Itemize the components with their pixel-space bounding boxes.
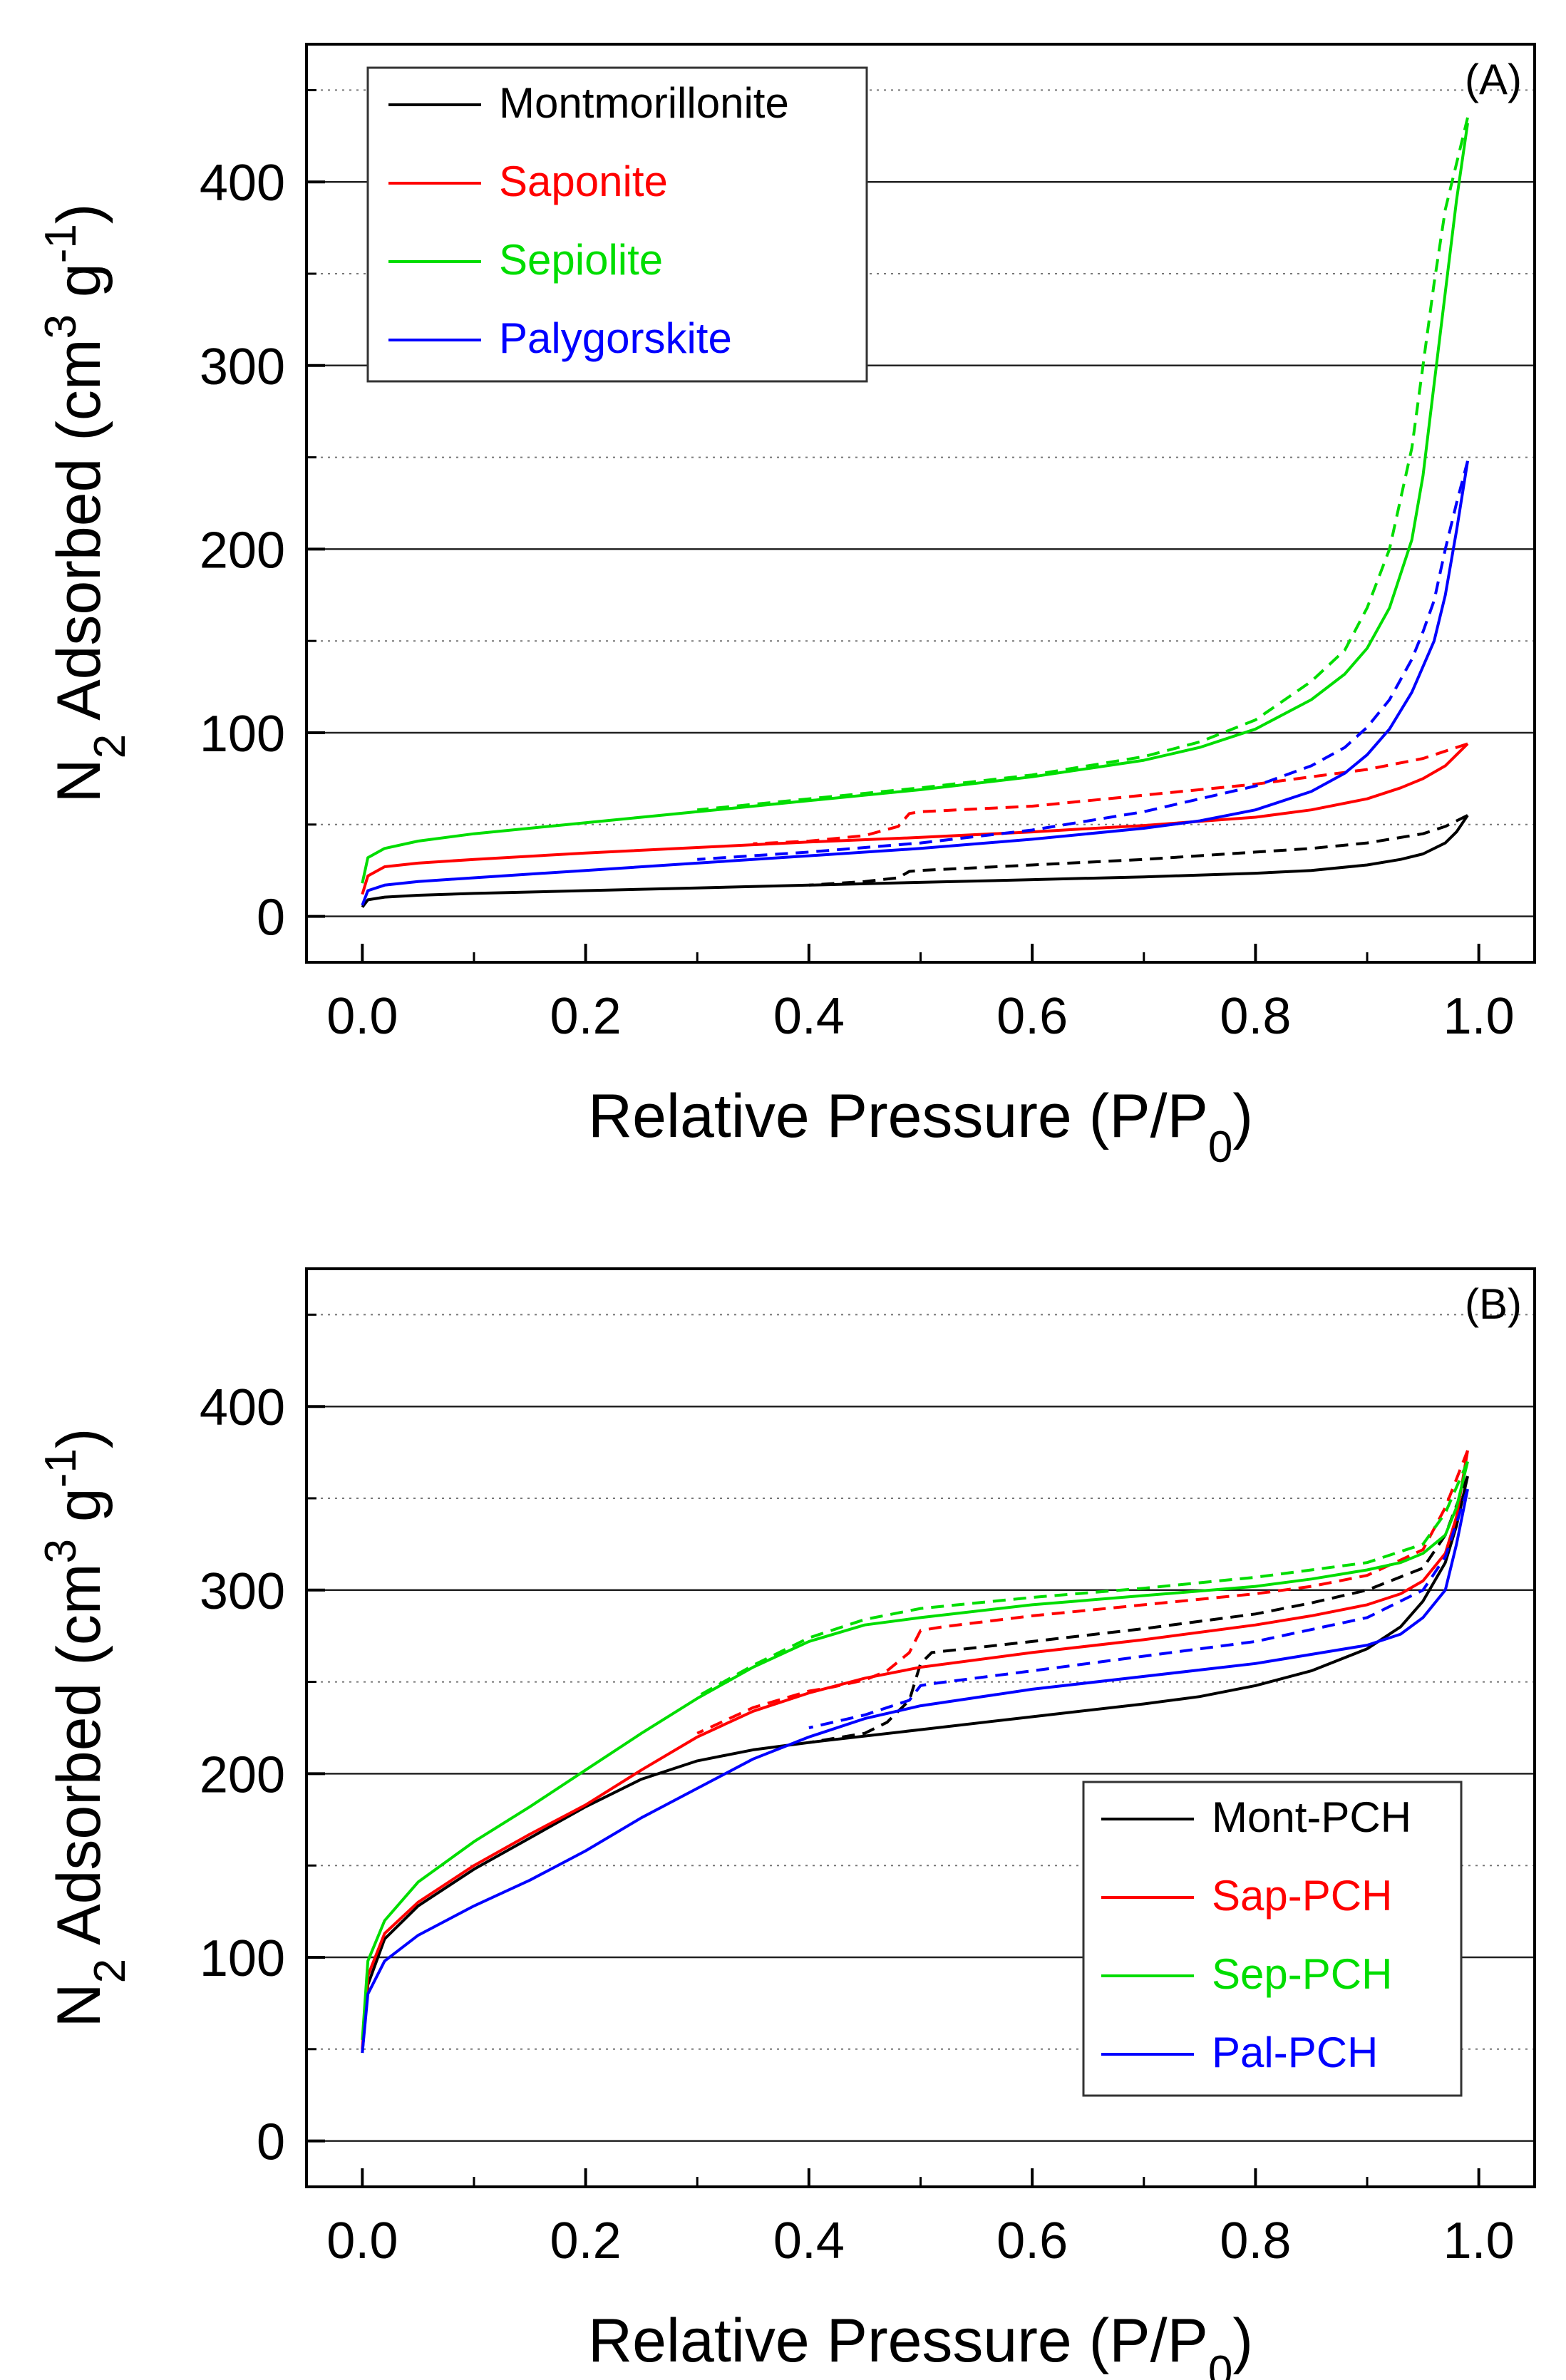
series-mont-pch-desorption (808, 1475, 1469, 1744)
panel-label: (A) (1465, 56, 1522, 103)
legend-label-sap-pch: Sap-PCH (1212, 1872, 1392, 1920)
y-axis-title-unit: Adsorbed (cm (45, 339, 113, 733)
x-tick-label: 1.0 (1443, 2212, 1515, 2270)
x-tick-label: 0.6 (996, 2212, 1068, 2270)
y-tick-label: 0 (257, 890, 285, 947)
y-axis-title-n: N (45, 758, 113, 803)
x-tick-label: 0.2 (550, 988, 622, 1045)
legend-label-sep-pch: Sep-PCH (1212, 1950, 1392, 1998)
y-axis-title-superscript-3: 3 (36, 1539, 86, 1563)
y-axis-title-superscript-neg1: -1 (36, 224, 86, 263)
x-tick-label: 0.4 (773, 2212, 845, 2270)
axis-ticks (306, 1313, 1480, 2187)
legend-label-sepiolite: Sepiolite (499, 236, 663, 284)
legend: Mont-PCH Sap-PCH Sep-PCH Pal-PCH (1082, 1781, 1463, 2097)
series-montmorillonite-desorption (808, 814, 1468, 887)
series-sep-pch-desorption (696, 1461, 1469, 1698)
series-saponite-adsorption (361, 743, 1469, 895)
gridlines (306, 1314, 1535, 2142)
y-axis-title-close: ) (45, 203, 113, 224)
y-tick-label: 200 (200, 522, 285, 579)
x-axis-title-close: ) (1232, 2307, 1253, 2375)
x-axis-title: Relative Pressure (P/P0) (588, 1082, 1253, 1172)
x-axis-title-subscript: 0 (1208, 2347, 1232, 2380)
y-tick-label: 200 (200, 1746, 285, 1803)
series-sepiolite-adsorption (361, 123, 1469, 884)
series-sepiolite-desorption (697, 117, 1469, 812)
y-axis-title-subscript: 2 (86, 1959, 135, 1983)
y-axis-title-superscript-3: 3 (36, 314, 86, 339)
series-mont-pch-adsorption (361, 1475, 1469, 2054)
y-tick-label: 100 (200, 706, 285, 763)
x-tick-label: 0.6 (996, 988, 1068, 1045)
x-axis-title-main: Relative Pressure (P/P (588, 2307, 1208, 2375)
x-axis-title: Relative Pressure (P/P0) (588, 2307, 1253, 2380)
y-axis-title-g: g (45, 1488, 113, 1539)
series-pal-pch-desorption (808, 1488, 1469, 1729)
y-tick-label: 300 (200, 1563, 285, 1620)
x-tick-label: 0.4 (773, 988, 845, 1045)
y-tick-label: 0 (257, 2114, 285, 2171)
legend-label-mont-pch: Mont-PCH (1212, 1793, 1411, 1841)
y-tick-label: 400 (200, 1379, 285, 1436)
series-montmorillonite-adsorption (361, 814, 1469, 908)
legend-label-palygorskite: Palygorskite (499, 314, 732, 362)
legend: Montmorillonite Saponite Sepiolite Palygors… (366, 66, 868, 383)
y-tick-label: 100 (200, 1930, 285, 1987)
y-axis-title: N2 Adsorbed (cm3 g-1) (36, 203, 135, 803)
x-axis-title-close: ) (1232, 1082, 1253, 1150)
x-tick-label: 0.2 (550, 2212, 622, 2270)
panel-label: (B) (1465, 1280, 1522, 1328)
y-axis-title-n: N (45, 1983, 113, 2027)
y-axis-title-close: ) (45, 1428, 113, 1448)
y-axis-title: N2 Adsorbed (cm3 g-1) (36, 1428, 135, 2027)
x-axis-title-subscript: 0 (1208, 1123, 1232, 1172)
legend-label-pal-pch: Pal-PCH (1212, 2029, 1378, 2076)
series-palygorskite-adsorption (361, 460, 1469, 906)
legend-label-montmorillonite: Montmorillonite (499, 79, 789, 127)
legend-box (1082, 1781, 1463, 2097)
series-group (361, 117, 1469, 908)
series-sap-pch-adsorption (361, 1450, 1469, 2049)
legend-box (366, 66, 868, 383)
series-pal-pch-adsorption (361, 1488, 1469, 2054)
y-axis-title-g: g (45, 263, 113, 314)
x-tick-label: 1.0 (1443, 988, 1515, 1045)
series-saponite-desorption (753, 742, 1468, 845)
chart-panel-1: 0.0 0.2 0.4 0.6 0.8 1.0 0 100 200 300 400 Relative … (36, 43, 1536, 1172)
chart-panel-2: 0.0 0.2 0.4 0.6 0.8 1.0 0 100 200 300 400 Relative … (36, 1267, 1536, 2380)
legend-label-saponite: Saponite (499, 158, 668, 205)
series-sep-pch-adsorption (361, 1461, 1469, 2041)
x-axis-title-main: Relative Pressure (P/P (588, 1082, 1208, 1150)
x-tick-label: 0.8 (1220, 988, 1291, 1045)
y-axis-title-superscript-neg1: -1 (36, 1448, 86, 1488)
y-tick-label: 400 (200, 155, 285, 212)
axis-ticks (306, 88, 1480, 962)
y-tick-label: 300 (200, 339, 285, 396)
y-axis-title-unit: Adsorbed (cm (45, 1563, 113, 1958)
y-axis-title-subscript: 2 (86, 734, 135, 758)
x-tick-label: 0.0 (326, 988, 398, 1045)
x-tick-label: 0.0 (326, 2212, 398, 2270)
x-tick-label: 0.8 (1220, 2212, 1291, 2270)
series-group (361, 1450, 1469, 2054)
